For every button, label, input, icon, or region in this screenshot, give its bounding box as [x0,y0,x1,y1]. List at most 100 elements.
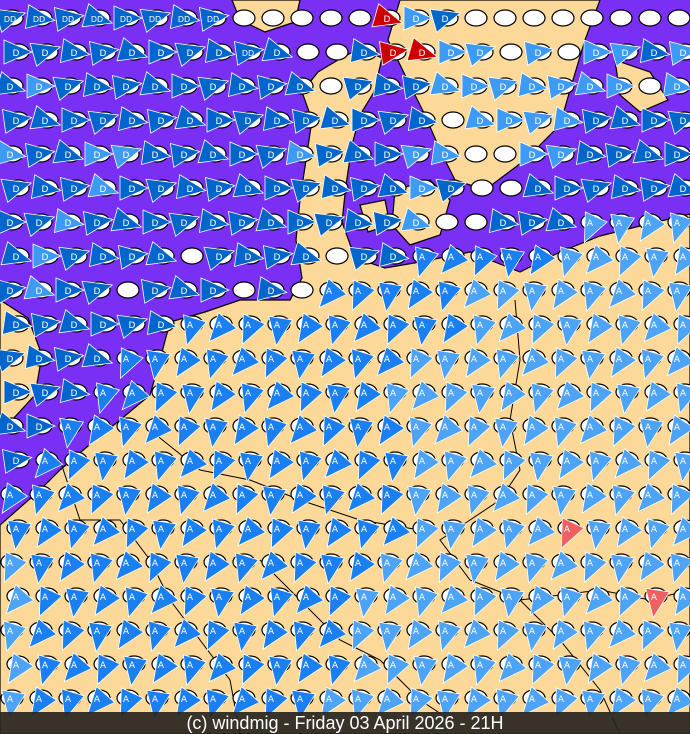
wind-marker: A [412,655,439,687]
wind-marker: D [3,39,34,65]
wind-marker: D [227,210,259,236]
wind-label: D [303,253,310,263]
wind-arrow-icon [386,653,411,686]
wind-label: A [65,559,72,569]
wind-label: A [326,491,333,501]
wind-label: A [297,559,304,569]
wind-arrow-icon [637,481,667,513]
wind-label: D [390,49,397,59]
wind-marker: D [342,139,375,164]
wind-arrow-icon [498,311,528,343]
wind-marker: D [667,110,690,135]
wind-label: A [442,355,449,365]
wind-marker: A [64,587,91,619]
wind-arrow-icon [87,110,120,135]
wind-arrow-icon [407,106,439,132]
wind-arrow-icon [587,519,613,551]
wind-label: A [674,355,681,365]
wind-arrow-icon [517,210,549,236]
wind-label: D [500,219,507,229]
wind-label: A [152,491,159,501]
wind-marker: A [145,551,173,584]
wind-marker: A [116,687,144,720]
wind-label: A [587,423,594,433]
wind-arrow-icon [140,140,172,166]
wind-label: D [558,151,565,161]
wind-marker: A [174,346,203,378]
wind-arrow-icon [318,277,348,309]
wind-label: A [7,627,14,637]
wind-marker: A [87,414,116,446]
wind-label: A [326,627,333,637]
wind-marker: A [528,382,556,415]
wind-marker: A [261,416,289,449]
wind-arrow-icon [211,518,237,551]
wind-arrow-icon [297,652,325,684]
wind-marker: DD [0,8,27,33]
wind-marker: D [24,142,56,168]
wind-arrow-icon [1,108,33,134]
wind-arrow-icon [646,518,672,551]
wind-label: D [100,253,107,263]
wind-marker: D [372,210,404,236]
wind-label: A [500,627,507,637]
wind-marker: A [434,413,464,445]
wind-label: A [13,525,20,535]
wind-arrow-icon [59,550,87,582]
wind-arrow-icon [581,108,613,134]
wind-marker: D [377,173,410,198]
wind-label: A [361,321,368,331]
wind-label: D [297,219,304,229]
wind-marker: A [290,349,317,381]
wind-arrow-icon [442,312,470,344]
wind-marker: A [377,414,406,446]
wind-marker: A [203,619,231,652]
wind-arrow-icon [467,415,492,448]
wind-marker: D [82,210,114,236]
wind-marker: DD [113,5,144,31]
wind-marker: A [464,346,493,378]
wind-arrow-icon [616,516,644,548]
wind-marker: D [261,37,294,62]
wind-label: D [297,151,304,161]
wind-label: D [7,287,14,297]
wind-label: D [274,253,281,263]
wind-marker: D [256,276,288,302]
wind-marker: A [87,483,115,516]
wind-label: A [94,695,101,705]
wind-marker: A [470,314,498,347]
wind-marker: A [6,652,35,684]
wind-arrow-icon [1,482,29,514]
wind-marker: D [522,110,555,135]
wind-label: A [477,593,484,603]
wind-arrow-icon [386,313,411,346]
wind-marker: A [93,451,120,483]
wind-label: A [587,559,594,569]
wind-marker: A [174,553,201,585]
wind-label: A [593,321,600,331]
wind-label: D [71,389,78,399]
wind-arrow-icon [442,652,470,684]
wind-marker: A [528,451,555,483]
wind-arrow-icon [472,314,498,347]
wind-arrow-icon [666,345,690,377]
wind-label: A [448,661,455,671]
wind-marker: A [290,551,318,584]
wind-label: D [42,185,49,195]
wind-label: D [355,219,362,229]
wind-marker: D [29,42,62,67]
wind-label: D [129,321,136,331]
cloud-oval [638,9,662,27]
wind-label: A [268,355,275,365]
wind-label: A [680,457,687,467]
wind-arrow-icon [606,73,637,99]
wind-arrow-icon [94,584,122,616]
wind-arrow-icon [121,379,151,411]
wind-label: D [268,151,275,161]
wind-marker: A [609,213,636,245]
wind-label: A [419,661,426,671]
wind-label: D [216,49,223,59]
wind-marker: D [262,244,294,270]
wind-label: A [384,627,391,637]
wind-label: D [535,49,542,59]
